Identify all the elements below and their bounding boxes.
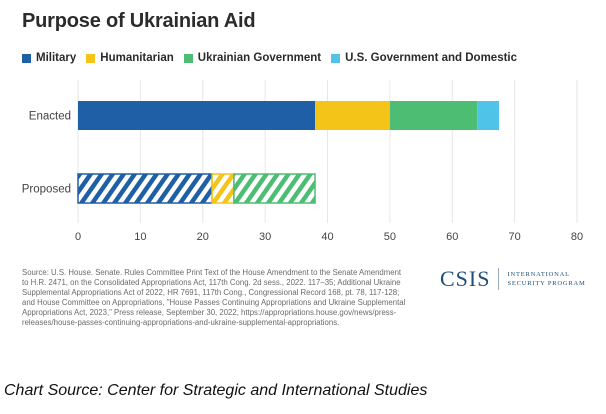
legend-swatch-ukrainian-government [183,53,193,63]
bar-proposed-humanitarian [211,173,235,204]
bar-proposed-military [77,173,213,204]
x-tick-label: 30 [259,231,271,243]
logo-program-text: International Security Program [507,270,585,288]
bar-enacted-ukrainian-government [389,101,478,130]
x-tick-label: 50 [384,231,396,243]
x-tick-label: 0 [75,231,81,243]
source-note: Source: U.S. House. Senate. Rules Commit… [22,268,406,327]
legend-label-ukrainian-government: Ukrainian Government [197,52,322,64]
legend-swatch-military [22,53,31,63]
x-tick-label: 70 [509,231,521,243]
legend-item-humanitarian: Humanitarian [86,52,174,64]
chart-caption: Chart Source: Center for Strategic and I… [4,382,428,399]
legend-item-ukrainian-government: Ukrainian Government [183,52,322,64]
chart-title: Purpose of Ukrainian Aid [22,10,256,32]
csis-logo: CSIS International Security Program [440,266,586,292]
bar-enacted-humanitarian [315,101,390,130]
legend-swatch-us-government-domestic [331,53,341,63]
logo-divider [498,268,500,290]
bar-proposed-ukrainian-government [233,173,316,204]
category-label: Proposed [22,184,71,196]
legend-item-military: Military [22,52,76,64]
chart-legend: Military Humanitarian Ukrainian Governme… [22,52,527,64]
x-tick-label: 80 [571,231,583,243]
category-label: Enacted [29,111,71,123]
x-tick-label: 60 [446,231,458,243]
bar-enacted-u-s-government-and-domestic [477,101,500,130]
logo-line-2: Security Program [507,280,586,287]
bar-enacted-military [78,101,316,130]
legend-swatch-humanitarian [86,53,96,63]
bar-chart: 0 10 20 30 40 50 60 70 80 Enacted Proposed [22,80,583,243]
x-tick-label: 20 [197,231,209,243]
legend-label-military: Military [36,52,77,64]
legend-label-humanitarian: Humanitarian [100,52,174,64]
x-tick-label: 10 [134,231,146,243]
logo-mark: CSIS [440,266,491,291]
x-tick-label: 40 [321,231,333,243]
legend-item-us-government-domestic: U.S. Government and Domestic [331,52,517,64]
legend-label-us-government-domestic: U.S. Government and Domestic [345,52,518,64]
logo-line-1: International [507,271,570,278]
